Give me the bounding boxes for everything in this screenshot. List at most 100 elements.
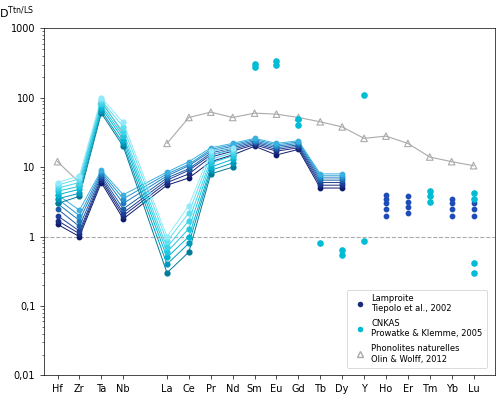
Point [185, 175, 193, 181]
Point [316, 119, 324, 125]
Point [207, 164, 215, 170]
Point [316, 182, 324, 188]
Point [119, 210, 127, 216]
Point [228, 140, 236, 146]
Point [382, 196, 390, 202]
Point [185, 217, 193, 224]
Point [54, 217, 62, 224]
Point [338, 171, 346, 177]
Point [426, 198, 434, 205]
Point [273, 62, 281, 68]
Point [76, 176, 84, 182]
Point [119, 212, 127, 219]
Point [76, 223, 84, 230]
Point [185, 210, 193, 216]
Point [295, 145, 303, 151]
Point [228, 150, 236, 156]
Point [119, 200, 127, 207]
Point [119, 119, 127, 126]
Point [207, 145, 215, 151]
Point [448, 196, 456, 202]
Point [119, 196, 127, 202]
Point [54, 221, 62, 228]
Point [273, 142, 281, 148]
Point [97, 94, 105, 101]
Point [185, 226, 193, 232]
Point [469, 196, 477, 202]
Point [163, 254, 171, 261]
Point [54, 206, 62, 212]
Point [207, 156, 215, 162]
Point [54, 158, 62, 165]
Point [119, 192, 127, 198]
Point [338, 252, 346, 258]
Point [163, 233, 171, 240]
Point [273, 111, 281, 117]
Point [228, 142, 236, 148]
Point [54, 188, 62, 194]
Point [295, 142, 303, 148]
Point [76, 173, 84, 179]
Point [97, 177, 105, 183]
Point [97, 169, 105, 175]
Point [76, 233, 84, 240]
Point [426, 193, 434, 200]
Point [54, 179, 62, 186]
Point [185, 114, 193, 121]
Point [207, 152, 215, 158]
Text: D$^\mathregular{Ttn/LS}$: D$^\mathregular{Ttn/LS}$ [0, 5, 34, 21]
Point [316, 173, 324, 179]
Point [404, 204, 412, 210]
Point [163, 169, 171, 175]
Point [404, 198, 412, 205]
Point [228, 114, 236, 121]
Point [250, 140, 259, 146]
Point [54, 192, 62, 198]
Point [76, 190, 84, 196]
Point [469, 260, 477, 266]
Point [185, 162, 193, 169]
Point [207, 109, 215, 115]
Point [185, 166, 193, 172]
Point [97, 102, 105, 108]
Legend: Lamproite
Tiepolo et al., 2002, CNKAS
Prowatke & Klemme, 2005, Phonolites nature: Lamproite Tiepolo et al., 2002, CNKAS Pr… [347, 290, 487, 368]
Point [469, 200, 477, 207]
Point [273, 145, 281, 151]
Point [97, 98, 105, 104]
Point [119, 216, 127, 222]
Point [338, 179, 346, 186]
Point [54, 196, 62, 202]
Point [207, 171, 215, 177]
Point [448, 200, 456, 207]
Point [250, 136, 259, 143]
Point [360, 92, 368, 98]
Point [54, 185, 62, 191]
Point [469, 270, 477, 276]
Point [163, 238, 171, 245]
Point [119, 136, 127, 143]
Point [97, 179, 105, 186]
Point [228, 145, 236, 151]
Point [207, 150, 215, 156]
Point [295, 143, 303, 150]
Point [207, 148, 215, 154]
Point [228, 156, 236, 162]
Point [338, 173, 346, 179]
Point [76, 228, 84, 234]
Point [360, 238, 368, 245]
Point [426, 188, 434, 194]
Point [119, 133, 127, 139]
Point [163, 179, 171, 186]
Point [97, 167, 105, 174]
Point [273, 152, 281, 158]
Point [185, 249, 193, 255]
Point [76, 212, 84, 219]
Point [228, 152, 236, 158]
Point [250, 135, 259, 142]
Point [316, 175, 324, 181]
Point [119, 206, 127, 212]
Point [163, 244, 171, 250]
Point [469, 206, 477, 212]
Point [338, 175, 346, 181]
Point [469, 190, 477, 196]
